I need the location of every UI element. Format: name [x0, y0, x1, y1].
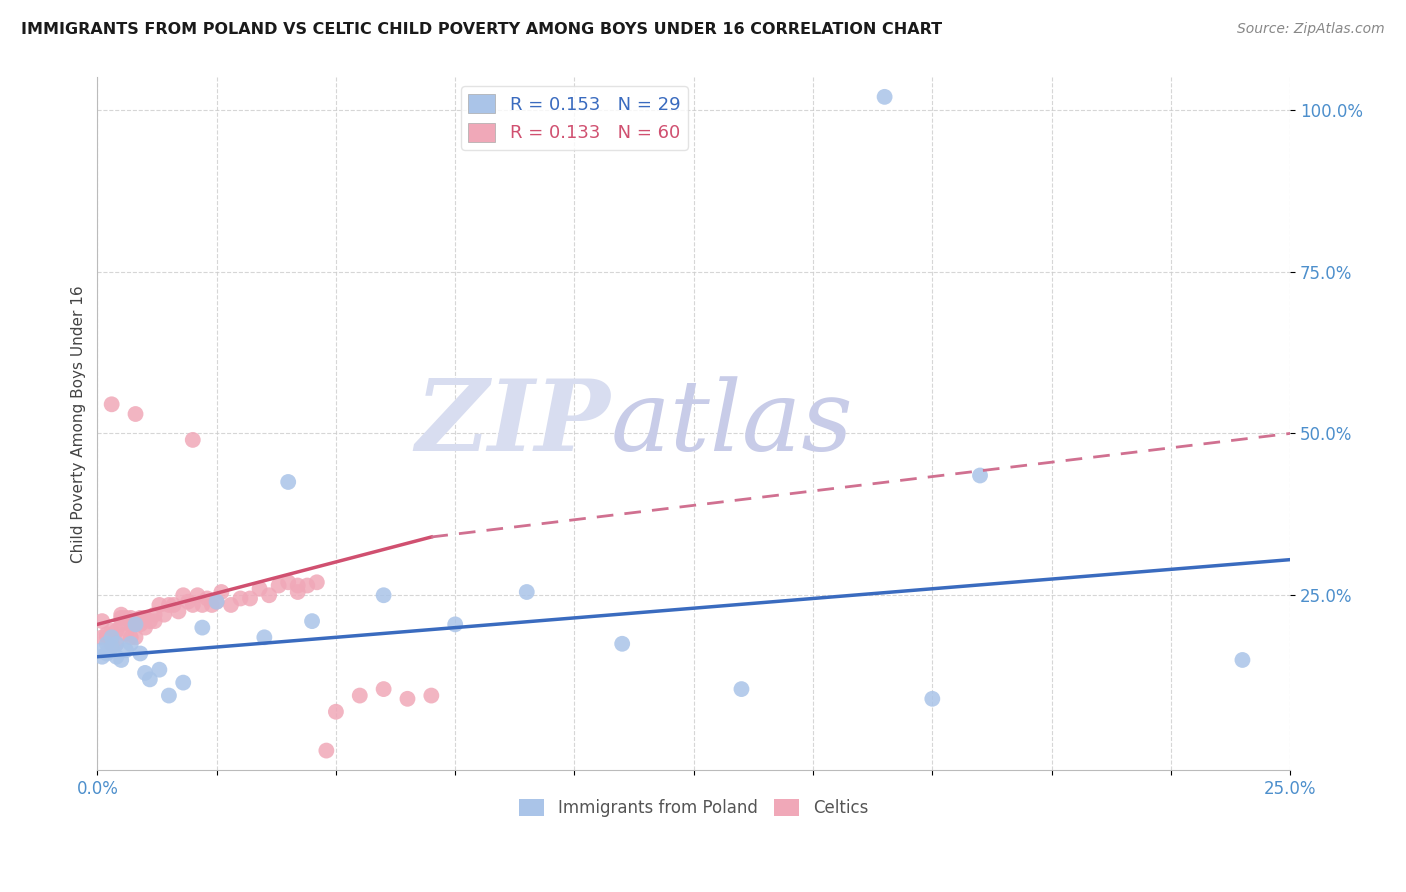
Point: [187, 588, 209, 602]
Point: [91, 630, 114, 644]
Point: [91, 643, 114, 657]
Point: [267, 578, 290, 592]
Point: [730, 682, 752, 697]
Point: [105, 624, 128, 638]
Point: [120, 637, 142, 651]
Point: [181, 598, 204, 612]
Point: [181, 433, 204, 447]
Point: [124, 407, 146, 421]
Point: [129, 611, 152, 625]
Point: [297, 578, 319, 592]
Point: [110, 607, 132, 622]
Point: [91, 614, 114, 628]
Point: [96, 630, 118, 644]
Point: [277, 475, 299, 489]
Legend: Immigrants from Poland, Celtics: Immigrants from Poland, Celtics: [513, 792, 875, 824]
Point: [100, 624, 122, 638]
Point: [287, 585, 309, 599]
Point: [157, 598, 180, 612]
Point: [239, 591, 262, 606]
Point: [148, 663, 170, 677]
Point: [100, 637, 122, 651]
Point: [96, 627, 118, 641]
Point: [257, 588, 280, 602]
Y-axis label: Child Poverty Among Boys Under 16: Child Poverty Among Boys Under 16: [72, 285, 86, 563]
Point: [349, 689, 371, 703]
Point: [124, 617, 146, 632]
Point: [96, 637, 118, 651]
Point: [420, 689, 443, 703]
Point: [612, 637, 634, 651]
Point: [516, 585, 538, 599]
Point: [100, 640, 122, 654]
Point: [396, 691, 419, 706]
Point: [143, 607, 166, 622]
Point: [191, 621, 214, 635]
Point: [115, 611, 138, 625]
Point: [143, 614, 166, 628]
Point: [105, 637, 128, 651]
Point: [229, 591, 252, 606]
Point: [873, 90, 896, 104]
Point: [110, 653, 132, 667]
Point: [134, 665, 156, 680]
Point: [134, 611, 156, 625]
Point: [1232, 653, 1254, 667]
Point: [373, 588, 395, 602]
Point: [100, 397, 122, 411]
Point: [219, 598, 242, 612]
Point: [444, 617, 467, 632]
Point: [325, 705, 347, 719]
Point: [921, 691, 943, 706]
Point: [277, 575, 299, 590]
Point: [315, 743, 337, 757]
Point: [115, 627, 138, 641]
Point: [157, 689, 180, 703]
Point: [969, 468, 991, 483]
Text: IMMIGRANTS FROM POLAND VS CELTIC CHILD POVERTY AMONG BOYS UNDER 16 CORRELATION C: IMMIGRANTS FROM POLAND VS CELTIC CHILD P…: [21, 22, 942, 37]
Point: [209, 585, 232, 599]
Point: [110, 617, 132, 632]
Point: [124, 617, 146, 632]
Point: [373, 682, 395, 697]
Point: [100, 637, 122, 651]
Point: [191, 598, 214, 612]
Point: [148, 598, 170, 612]
Point: [129, 617, 152, 632]
Text: Source: ZipAtlas.com: Source: ZipAtlas.com: [1237, 22, 1385, 37]
Point: [301, 614, 323, 628]
Point: [100, 630, 122, 644]
Point: [172, 588, 194, 602]
Point: [153, 607, 176, 622]
Point: [96, 647, 118, 661]
Point: [91, 649, 114, 664]
Point: [139, 673, 162, 687]
Point: [110, 611, 132, 625]
Point: [287, 578, 309, 592]
Point: [134, 621, 156, 635]
Point: [120, 611, 142, 625]
Point: [129, 647, 152, 661]
Point: [120, 630, 142, 644]
Point: [115, 643, 138, 657]
Text: ZIP: ZIP: [415, 376, 610, 472]
Point: [105, 637, 128, 651]
Text: atlas: atlas: [610, 376, 853, 471]
Point: [253, 630, 276, 644]
Point: [172, 675, 194, 690]
Point: [105, 649, 128, 664]
Point: [205, 595, 228, 609]
Point: [305, 575, 328, 590]
Point: [120, 617, 142, 632]
Point: [249, 582, 271, 596]
Point: [195, 591, 218, 606]
Point: [139, 614, 162, 628]
Point: [163, 598, 186, 612]
Point: [205, 595, 228, 609]
Point: [201, 598, 224, 612]
Point: [167, 604, 190, 618]
Point: [124, 630, 146, 644]
Point: [177, 595, 200, 609]
